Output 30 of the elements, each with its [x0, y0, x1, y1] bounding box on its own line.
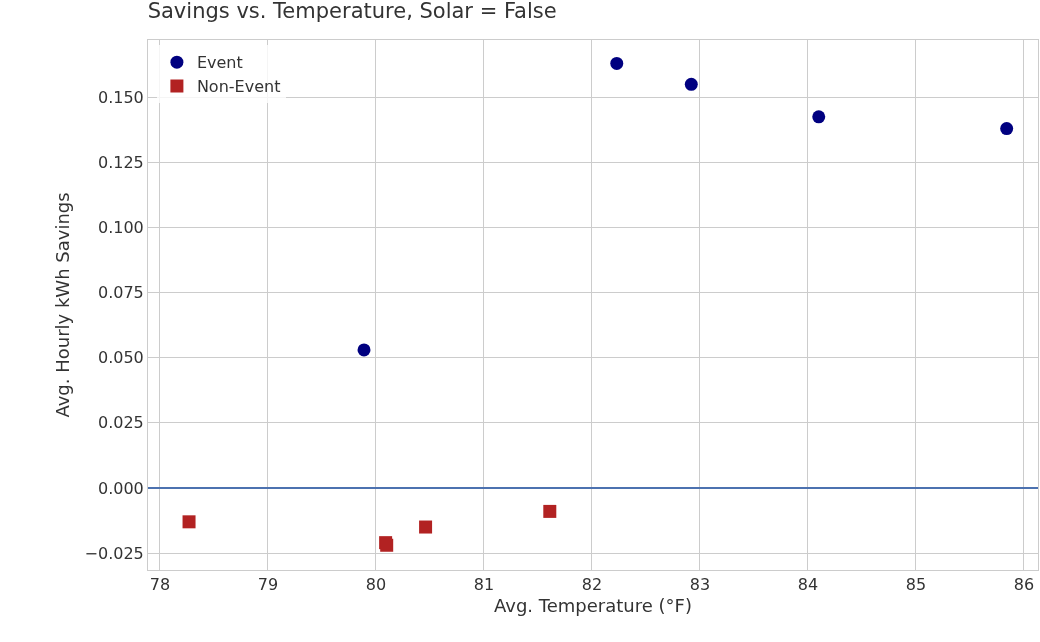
x-tick-label: 85	[905, 575, 927, 595]
point	[610, 56, 624, 70]
x-tick-label: 83	[689, 575, 711, 595]
y-tick-label: 0.150	[97, 87, 144, 107]
point	[543, 504, 557, 518]
x-tick-label: 80	[365, 575, 387, 595]
x-tick-label: 78	[149, 575, 171, 595]
point	[684, 77, 698, 91]
x-tick-label: 81	[473, 575, 495, 595]
point	[812, 110, 826, 124]
point	[1000, 122, 1014, 136]
y-tick-label: 0.025	[97, 413, 144, 433]
chart-title: Savings vs. Temperature, Solar = False	[147, 0, 557, 23]
y-tick-label: 0.050	[97, 348, 144, 368]
x-tick-label: 84	[797, 575, 819, 595]
y-tick-label: 0.075	[97, 283, 144, 303]
x-tick-label: 79	[257, 575, 279, 595]
y-tick-label: 0.000	[97, 478, 144, 498]
y-tick-label: −0.025	[84, 543, 144, 563]
point	[182, 515, 196, 529]
point	[419, 520, 433, 534]
y-tick-label: 0.125	[97, 153, 144, 173]
y-axis-title: Avg. Hourly kWh Savings	[51, 192, 73, 418]
x-axis-title: Avg. Temperature (°F)	[494, 595, 692, 617]
x-tick-label: 82	[581, 575, 603, 595]
y-tick-label: 0.100	[97, 218, 144, 238]
legend-label: Non-Event	[196, 77, 281, 97]
point	[357, 343, 371, 357]
x-tick-label: 86	[1013, 575, 1035, 595]
legend-label: Event	[196, 53, 243, 73]
